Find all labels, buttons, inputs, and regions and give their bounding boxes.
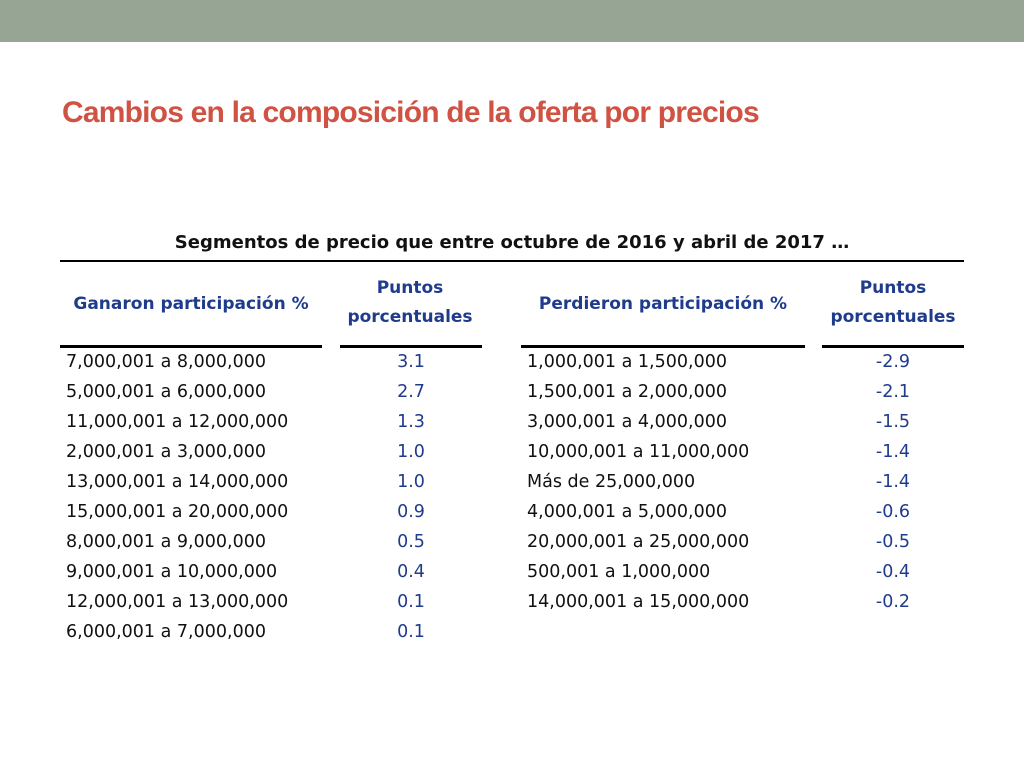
table-cell: -0.4 — [875, 562, 911, 582]
table-cell: 1,500,001 a 2,000,000 — [527, 382, 727, 402]
table-cell: -1.4 — [875, 472, 911, 492]
table-cell: 2,000,001 a 3,000,000 — [66, 442, 266, 462]
table-cell: Más de 25,000,000 — [527, 472, 696, 492]
table-cell: 13,000,001 a 14,000,000 — [66, 472, 289, 492]
table-cell: 7,000,001 a 8,000,000 — [66, 352, 266, 372]
table-cell: 10,000,001 a 11,000,000 — [527, 442, 750, 462]
table-cell: 5,000,001 a 6,000,000 — [66, 382, 266, 402]
header-points-gained: Puntos porcentuales — [347, 278, 473, 327]
table-cell: 4,000,001 a 5,000,000 — [527, 502, 727, 522]
table-caption: Segmentos de precio que entre octubre de… — [174, 232, 850, 253]
table-cell: 1.0 — [397, 442, 425, 462]
header-rule-lost — [521, 345, 805, 348]
header-points-lost: Puntos porcentuales — [830, 278, 956, 327]
table-cell: -0.6 — [875, 502, 911, 522]
table-cell: 1.3 — [397, 412, 425, 432]
table-cell: 3.1 — [397, 352, 425, 372]
table-cell: -2.9 — [875, 352, 911, 372]
table-cell: -2.1 — [875, 382, 911, 402]
table-cell: -1.4 — [875, 442, 911, 462]
table-cell: -1.5 — [875, 412, 911, 432]
lost-points-column: -2.9 -2.1 -1.5 -1.4 -1.4 -0.6 -0.5 -0.4 … — [822, 347, 964, 617]
table-cell: 3,000,001 a 4,000,000 — [527, 412, 727, 432]
table-cell: -0.2 — [875, 592, 911, 612]
table-top-rule — [60, 260, 964, 262]
table-cell: 1.0 — [397, 472, 425, 492]
table-cell: 0.5 — [397, 532, 425, 552]
slide-title: Cambios en la composición de la oferta p… — [62, 96, 760, 129]
table-cell: 0.1 — [397, 622, 425, 642]
table-cell: 6,000,001 a 7,000,000 — [66, 622, 266, 642]
table-cell: -0.5 — [875, 532, 911, 552]
top-accent-bar — [0, 0, 1024, 42]
table-cell: 8,000,001 a 9,000,000 — [66, 532, 266, 552]
table-cell: 1,000,001 a 1,500,000 — [527, 352, 727, 372]
header-lost: Perdieron participación % — [538, 294, 788, 314]
table-cell: 15,000,001 a 20,000,000 — [66, 502, 289, 522]
table-cell: 2.7 — [397, 382, 425, 402]
header-rule-points-gained — [340, 345, 482, 348]
table-cell: 0.9 — [397, 502, 425, 522]
header-rule-points-lost — [822, 345, 964, 348]
table-cell: 20,000,001 a 25,000,000 — [527, 532, 750, 552]
table-cell: 14,000,001 a 15,000,000 — [527, 592, 750, 612]
gained-ranges-column: 7,000,001 a 8,000,000 5,000,001 a 6,000,… — [66, 347, 326, 647]
header-gained: Ganaron participación % — [73, 294, 309, 314]
lost-ranges-column: 1,000,001 a 1,500,000 1,500,001 a 2,000,… — [527, 347, 807, 617]
table-cell: 9,000,001 a 10,000,000 — [66, 562, 278, 582]
header-rule-gained — [60, 345, 322, 348]
table-cell: 12,000,001 a 13,000,000 — [66, 592, 289, 612]
gained-points-column: 3.1 2.7 1.3 1.0 1.0 0.9 0.5 0.4 0.1 0.1 — [340, 347, 482, 647]
table-cell: 500,001 a 1,000,000 — [527, 562, 711, 582]
table-cell: 0.4 — [397, 562, 425, 582]
table-cell: 0.1 — [397, 592, 425, 612]
table-cell: 11,000,001 a 12,000,000 — [66, 412, 289, 432]
